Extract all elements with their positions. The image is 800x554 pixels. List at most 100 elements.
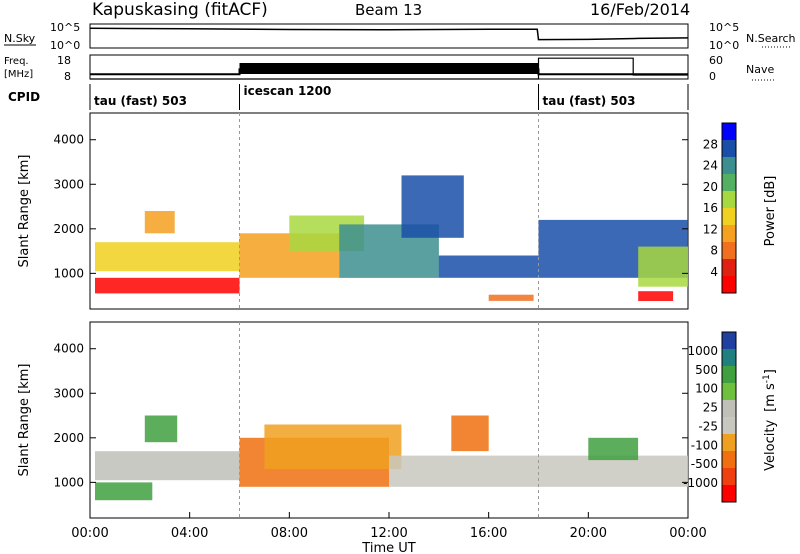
colorbar-swatch — [722, 208, 736, 226]
colorbar-swatch — [722, 242, 736, 260]
colorbar-tick-label: -100 — [691, 438, 718, 452]
colorbar-swatch — [722, 383, 736, 401]
x-tick-label: 00:00 — [669, 526, 706, 541]
freq-left-tick-bottom: 8 — [64, 70, 71, 83]
freq-label-bottom: [MHz] — [4, 69, 33, 80]
velocity-colorbar-label: Velocity[m s-1] — [762, 369, 778, 471]
freq-right-tick-top: 60 — [709, 54, 723, 67]
scatter-band — [95, 482, 153, 501]
noise-sky-label: N.Sky — [4, 32, 36, 45]
colorbar-swatch — [722, 157, 736, 175]
velocity-colorbar-unit: [m s — [763, 383, 778, 412]
scatter-band — [588, 437, 639, 461]
station-title: Kapuskasing (fitACF) — [92, 0, 268, 20]
colorbar-tick-label: -1000 — [683, 476, 718, 490]
colorbar-swatch — [722, 349, 736, 367]
colorbar-swatch — [722, 451, 736, 469]
cpid-panel: CPID tau (fast) 503 icescan 1200 tau (fast… — [8, 84, 689, 110]
freq-left-tick-top: 18 — [57, 54, 71, 67]
x-tick-label: 12:00 — [370, 526, 407, 541]
colorbar-swatch — [722, 276, 736, 294]
y-tick-label: 2000 — [53, 431, 84, 445]
colorbar-tick-label: 4 — [710, 265, 718, 279]
colorbar-swatch — [722, 191, 736, 209]
beam-title: Beam 13 — [355, 1, 422, 19]
colorbar-tick-label: 24 — [703, 159, 718, 173]
colorbar-frame — [721, 122, 737, 294]
colorbar-tick-label: 100 — [695, 382, 718, 396]
colorbar-tick-label: 12 — [703, 222, 718, 236]
colorbar-swatch — [722, 485, 736, 503]
velocity-colorbar-exp: -1 — [762, 374, 772, 383]
colorbar-swatch — [722, 468, 736, 486]
y-tick-label: 3000 — [53, 386, 84, 400]
scatter-band — [638, 246, 688, 287]
scatter-band — [401, 175, 464, 238]
y-tick-label: 1000 — [53, 266, 84, 280]
y-tick-label: 4000 — [53, 133, 84, 147]
scatter-band — [144, 415, 178, 443]
colorbar-swatch — [722, 123, 736, 141]
colorbar-swatch — [722, 140, 736, 158]
y-tick-label: 2000 — [53, 222, 84, 236]
freq-label-top: Freq. — [4, 56, 29, 67]
colorbar-swatch — [722, 434, 736, 452]
scatter-band — [264, 424, 402, 469]
colorbar-swatch — [722, 400, 736, 418]
colorbar-swatch — [722, 174, 736, 192]
scatter-band — [538, 455, 688, 487]
colorbar-tick-label: 500 — [695, 363, 718, 377]
power-colorbar: 4 8 12 16 20 24 28 — [703, 122, 737, 294]
scatter-band — [95, 242, 240, 272]
noise-right-tick-top: 10^5 — [709, 21, 739, 34]
noise-left-tick-top: 10^5 — [50, 21, 80, 34]
power-panel: 1000 2000 3000 4000 Slant Range [km] 4 8 12 16… — [17, 112, 778, 310]
scatter-band — [389, 455, 539, 487]
cpid-label: CPID — [8, 90, 40, 104]
colorbar-tick-label: 20 — [703, 180, 718, 194]
nave-label: Nave — [746, 63, 774, 76]
power-ylabel: Slant Range [km] — [17, 155, 32, 268]
nave-series — [90, 57, 688, 80]
time-axis: 00:00 04:00 08:00 12:00 16:00 20:00 00:00 — [71, 512, 707, 541]
velocity-ylabel: Slant Range [km] — [17, 364, 32, 477]
colorbar-swatch — [722, 366, 736, 384]
scatter-band — [638, 291, 674, 301]
x-tick-label: 00:00 — [71, 526, 108, 541]
y-tick-label: 3000 — [53, 177, 84, 191]
velocity-panel: 1000 2000 3000 4000 Slant Range [km] 1000 50… — [17, 321, 778, 519]
colorbar-swatch — [722, 225, 736, 243]
frequency-panel: Freq. [MHz] 18 8 60 0 Nave — [4, 54, 774, 83]
scatter-band — [488, 294, 534, 301]
scatter-band — [438, 255, 539, 278]
icescan-frequency-block — [239, 63, 539, 74]
colorbar-tick-label: 16 — [703, 201, 718, 215]
y-tick-label: 4000 — [53, 342, 84, 356]
colorbar-swatch — [722, 417, 736, 435]
scatter-band — [95, 277, 240, 294]
cpid-mode-label: icescan 1200 — [244, 84, 332, 98]
x-tick-label: 16:00 — [470, 526, 507, 541]
x-tick-label: 04:00 — [171, 526, 208, 541]
velocity-colorbar: 1000 500 100 25 -25 -100 -500 -1000 — [683, 331, 737, 503]
colorbar-tick-label: 8 — [710, 244, 718, 258]
colorbar-tick-label: -500 — [691, 457, 718, 471]
scatter-band — [451, 415, 489, 452]
date-title: 16/Feb/2014 — [590, 0, 690, 19]
colorbar-swatch — [722, 259, 736, 277]
colorbar-swatch — [722, 332, 736, 350]
scatter-band — [95, 451, 240, 481]
colorbar-tick-label: 28 — [703, 137, 718, 151]
cpid-mode-label: tau (fast) 503 — [94, 94, 187, 108]
colorbar-tick-label: 25 — [703, 401, 718, 415]
x-tick-label: 08:00 — [271, 526, 308, 541]
y-tick-label: 1000 — [53, 475, 84, 489]
scatter-band — [144, 211, 175, 234]
cpid-mode-label: tau (fast) 503 — [543, 94, 636, 108]
velocity-colorbar-name: Velocity — [763, 420, 778, 471]
freq-right-tick-bottom: 0 — [709, 70, 716, 83]
time-axis-label: Time UT — [361, 541, 415, 554]
power-colorbar-label: Power [dB] — [763, 176, 778, 247]
noise-right-tick-bottom: 10^0 — [709, 39, 739, 52]
